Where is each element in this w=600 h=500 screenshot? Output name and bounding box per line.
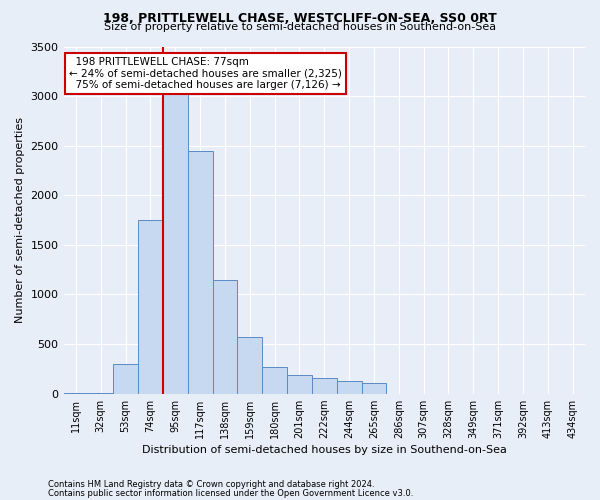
- Bar: [138, 220, 163, 394]
- Bar: [238, 337, 262, 394]
- Bar: [113, 364, 138, 394]
- Bar: [163, 91, 188, 394]
- Bar: [337, 381, 362, 394]
- Bar: [188, 150, 212, 394]
- Bar: [262, 367, 287, 394]
- Text: 198 PRITTLEWELL CHASE: 77sqm
← 24% of semi-detached houses are smaller (2,325)
 : 198 PRITTLEWELL CHASE: 77sqm ← 24% of se…: [69, 57, 341, 90]
- Text: Contains public sector information licensed under the Open Government Licence v3: Contains public sector information licen…: [48, 488, 413, 498]
- Bar: [212, 280, 238, 394]
- Text: Contains HM Land Registry data © Crown copyright and database right 2024.: Contains HM Land Registry data © Crown c…: [48, 480, 374, 489]
- Text: 198, PRITTLEWELL CHASE, WESTCLIFF-ON-SEA, SS0 0RT: 198, PRITTLEWELL CHASE, WESTCLIFF-ON-SEA…: [103, 12, 497, 26]
- Bar: [362, 383, 386, 394]
- Y-axis label: Number of semi-detached properties: Number of semi-detached properties: [15, 117, 25, 323]
- Text: Size of property relative to semi-detached houses in Southend-on-Sea: Size of property relative to semi-detach…: [104, 22, 496, 32]
- Bar: [287, 375, 312, 394]
- X-axis label: Distribution of semi-detached houses by size in Southend-on-Sea: Distribution of semi-detached houses by …: [142, 445, 507, 455]
- Bar: [312, 378, 337, 394]
